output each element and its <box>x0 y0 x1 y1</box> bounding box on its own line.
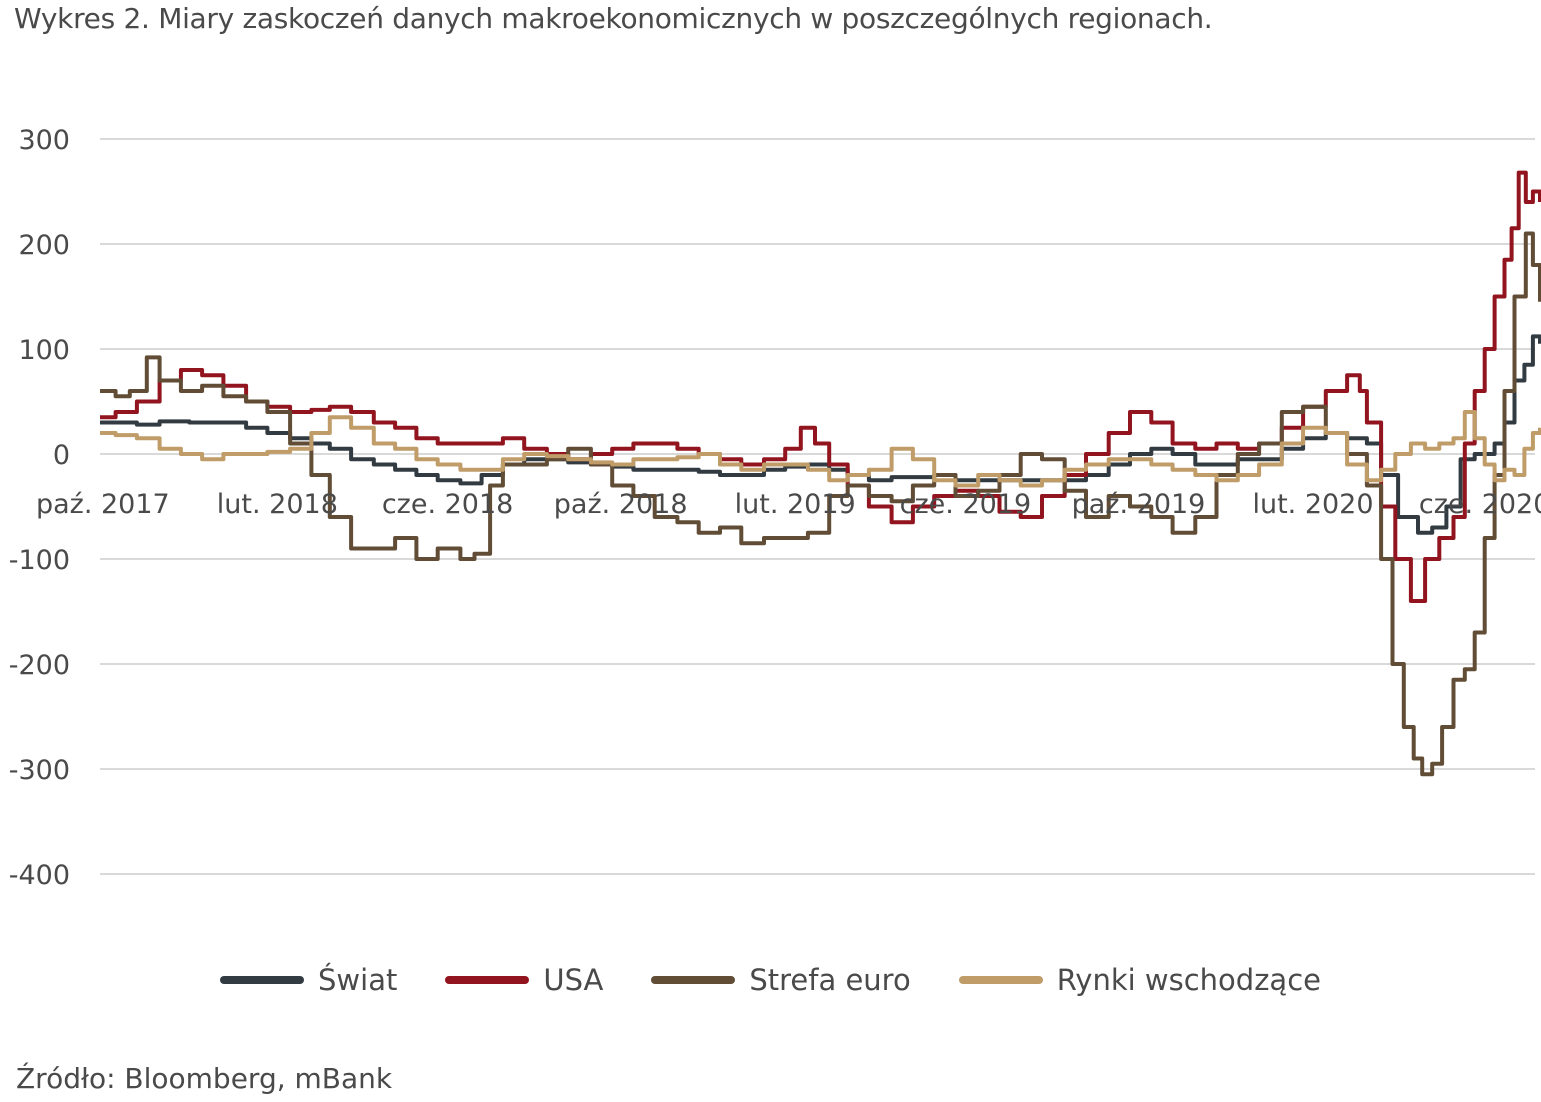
chart-title: Wykres 2. Miary zaskoczeń danych makroek… <box>14 2 1213 35</box>
gridlines <box>100 138 1535 875</box>
series-line <box>100 231 1541 777</box>
series-lines <box>100 170 1541 777</box>
legend-label: USA <box>543 963 604 997</box>
y-tick-label: -400 <box>9 860 70 891</box>
x-tick-label: paź. 2017 <box>36 489 170 520</box>
legend-label: Strefa euro <box>749 963 911 997</box>
y-tick-label: -100 <box>9 545 70 576</box>
x-tick-label: cze. 2020 <box>1419 489 1541 520</box>
legend-label: Świat <box>318 963 398 997</box>
x-tick-label: paź. 2019 <box>1072 489 1206 520</box>
y-tick-label: -300 <box>9 755 70 786</box>
y-tick-label: 200 <box>18 230 70 261</box>
x-tick-label: paź. 2018 <box>554 489 688 520</box>
legend-item: Strefa euro <box>651 963 911 997</box>
legend-swatch <box>651 976 736 984</box>
legend-item: Rynki wschodzące <box>958 963 1321 997</box>
x-axis-labels: paź. 2017 lut. 2018 cze. 2018 paź. 2018 lut.… <box>36 489 1541 520</box>
y-tick-label: 0 <box>53 440 70 471</box>
legend-item: Świat <box>220 963 397 997</box>
y-tick-label: 300 <box>18 125 70 156</box>
x-tick-label: lut. 2020 <box>1252 489 1373 520</box>
series-line <box>100 170 1541 603</box>
x-tick-label: cze. 2019 <box>900 489 1032 520</box>
x-tick-label: cze. 2018 <box>382 489 514 520</box>
legend: Świat USA Strefa euro Rynki wschodzące <box>0 958 1541 1002</box>
y-axis-labels: 300 200 100 0 -100 -200 -300 -400 <box>9 125 70 891</box>
series-line <box>100 334 1541 535</box>
legend-label: Rynki wschodzące <box>1056 963 1321 997</box>
series-line <box>100 410 1541 488</box>
x-tick-label: lut. 2018 <box>217 489 338 520</box>
legend-swatch <box>445 976 530 984</box>
legend-swatch <box>958 976 1043 984</box>
y-tick-label: 100 <box>18 335 70 366</box>
legend-item: USA <box>445 963 603 997</box>
legend-swatch <box>220 976 305 984</box>
y-tick-label: -200 <box>9 650 70 681</box>
source-note: Źródło: Bloomberg, mBank <box>16 1062 393 1095</box>
x-tick-label: lut. 2019 <box>735 489 856 520</box>
